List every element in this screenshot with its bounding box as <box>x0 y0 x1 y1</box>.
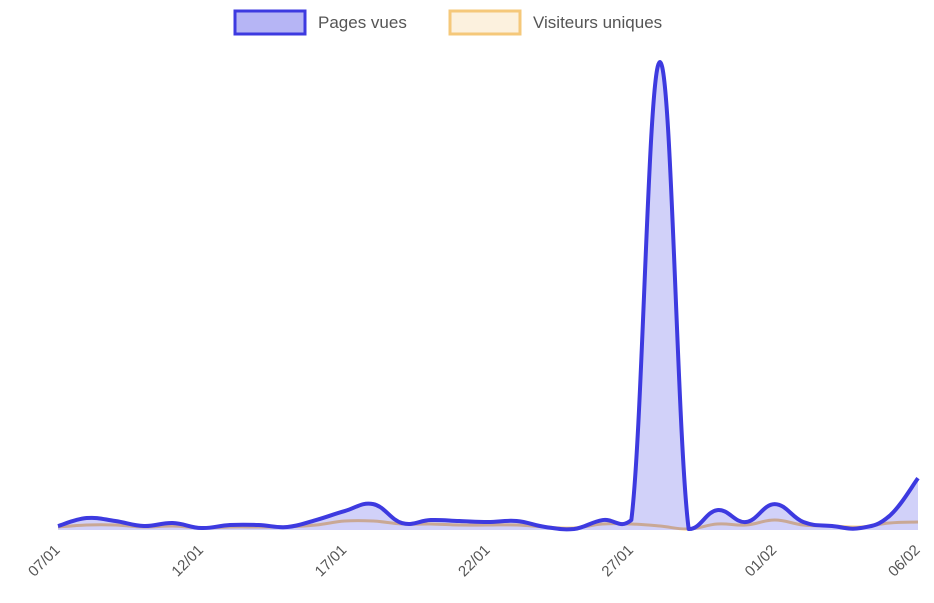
legend-swatch-pages-vues <box>233 9 307 36</box>
legend-label-pages-vues: Pages vues <box>318 13 407 32</box>
x-tick-label: 17/01 <box>312 542 351 581</box>
data-point-pages-vues[interactable] <box>341 507 349 515</box>
data-point-pages-vues[interactable] <box>885 512 893 520</box>
legend-swatch-visiteurs-uniques <box>448 9 522 36</box>
legend-item-pages-vues[interactable]: Pages vues <box>233 9 407 36</box>
data-point-pages-vues[interactable] <box>685 525 693 533</box>
data-point-pages-vues[interactable] <box>857 524 865 532</box>
data-point-pages-vues[interactable] <box>169 519 177 527</box>
plot-area <box>54 58 922 533</box>
data-point-pages-vues[interactable] <box>54 522 62 530</box>
series-line-pages-vues <box>57 59 920 532</box>
data-point-pages-vues[interactable] <box>83 514 91 522</box>
data-point-pages-vues[interactable] <box>455 517 463 525</box>
x-tick-label: 06/02 <box>885 542 924 581</box>
series-area-pages-vues <box>58 61 918 530</box>
data-point-pages-vues[interactable] <box>427 516 435 524</box>
data-point-pages-vues[interactable] <box>484 518 492 526</box>
data-point-pages-vues[interactable] <box>312 516 320 524</box>
data-point-pages-vues[interactable] <box>570 525 578 533</box>
x-tick-label: 07/01 <box>25 542 64 581</box>
data-point-pages-vues[interactable] <box>255 521 263 529</box>
data-point-pages-vues[interactable] <box>513 517 521 525</box>
x-axis: 07/01 12/01 17/01 22/01 27/01 01/02 06/02 <box>25 542 924 581</box>
data-point-pages-vues[interactable] <box>369 500 377 508</box>
x-tick-label: 12/01 <box>168 542 207 581</box>
data-point-pages-vues[interactable] <box>197 524 205 532</box>
data-point-pages-vues[interactable] <box>541 523 549 531</box>
data-point-pages-vues[interactable] <box>283 523 291 531</box>
x-tick-label: 27/01 <box>598 542 637 581</box>
chart-legend: Pages vues Visiteurs uniques <box>233 9 662 36</box>
data-point-pages-vues[interactable] <box>111 517 119 525</box>
data-point-pages-vues[interactable] <box>599 516 607 524</box>
data-point-pages-vues[interactable] <box>398 519 406 527</box>
data-point-pages-vues[interactable] <box>656 58 664 66</box>
data-point-pages-vues[interactable] <box>742 518 750 526</box>
data-point-pages-vues[interactable] <box>828 522 836 530</box>
data-point-pages-vues[interactable] <box>226 521 234 529</box>
data-point-pages-vues[interactable] <box>713 506 721 514</box>
data-point-pages-vues[interactable] <box>799 518 807 526</box>
x-tick-label: 01/02 <box>742 542 781 581</box>
legend-label-visiteurs-uniques: Visiteurs uniques <box>533 13 662 32</box>
data-point-pages-vues[interactable] <box>771 500 779 508</box>
x-tick-label: 22/01 <box>455 542 494 581</box>
data-point-pages-vues[interactable] <box>914 474 922 482</box>
legend-item-visiteurs-uniques[interactable]: Visiteurs uniques <box>448 9 662 36</box>
data-point-pages-vues[interactable] <box>140 522 148 530</box>
data-point-pages-vues[interactable] <box>627 516 635 524</box>
